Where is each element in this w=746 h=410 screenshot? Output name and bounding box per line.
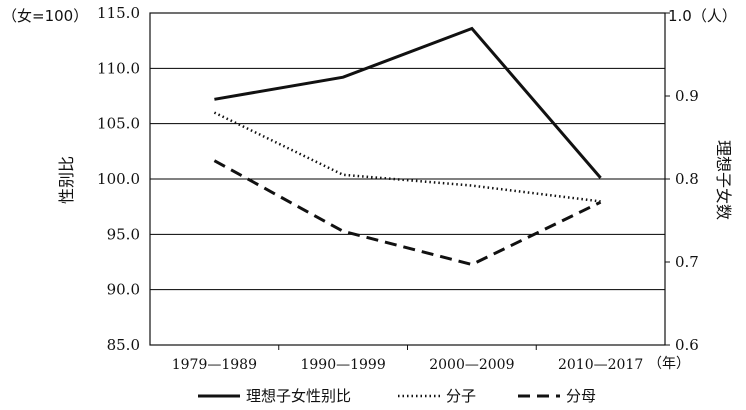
legend-label-0: 理想子女性别比 [246, 387, 351, 405]
left-tick-label-3: 100.0 [97, 170, 140, 188]
left-tick-label-1: 90.0 [107, 281, 140, 299]
left-axis-ticks: 85.0 90.0 95.0 100.0 105.0 110.0 115.0 [97, 4, 140, 354]
left-tick-label-4: 105.0 [97, 115, 140, 133]
series-line-1 [213, 111, 601, 203]
x-axis-unit: （年） [648, 356, 690, 372]
right-tick-label-1: 0.7 [675, 253, 699, 271]
x-tick-label-1: 1990—1999 [300, 357, 385, 373]
right-axis-label: 理想子女数 [714, 140, 733, 220]
legend: 理想子女性别比 分子 分母 [198, 387, 596, 405]
left-tick-label-6: 115.0 [97, 4, 140, 22]
legend-label-2: 分母 [566, 387, 596, 405]
left-axis-label: 性别比 [57, 156, 76, 204]
x-axis-ticks: 1979—1989 1990—1999 2000—2009 2010—2017 [172, 345, 643, 373]
left-tick-label-5: 110.0 [97, 59, 140, 77]
legend-label-1: 分子 [446, 387, 476, 405]
right-tick-label-0: 0.6 [675, 336, 699, 354]
x-tick-label-3: 2010—2017 [558, 357, 643, 373]
right-axis-ticks: 0.6 0.7 0.8 0.9 [665, 12, 699, 354]
right-axis-unit: 1.0（人） [668, 7, 737, 25]
series-line-0 [214, 26, 602, 179]
right-tick-label-3: 0.9 [675, 87, 699, 105]
left-axis-unit: （女=100） [2, 7, 88, 25]
series-lines [213, 26, 602, 267]
left-tick-label-0: 85.0 [107, 336, 140, 354]
series-line-2 [213, 159, 602, 267]
left-tick-label-2: 95.0 [107, 225, 140, 243]
right-tick-label-2: 0.8 [675, 170, 699, 188]
x-tick-label-2: 2000—2009 [429, 357, 514, 373]
x-tick-label-0: 1979—1989 [172, 357, 257, 373]
